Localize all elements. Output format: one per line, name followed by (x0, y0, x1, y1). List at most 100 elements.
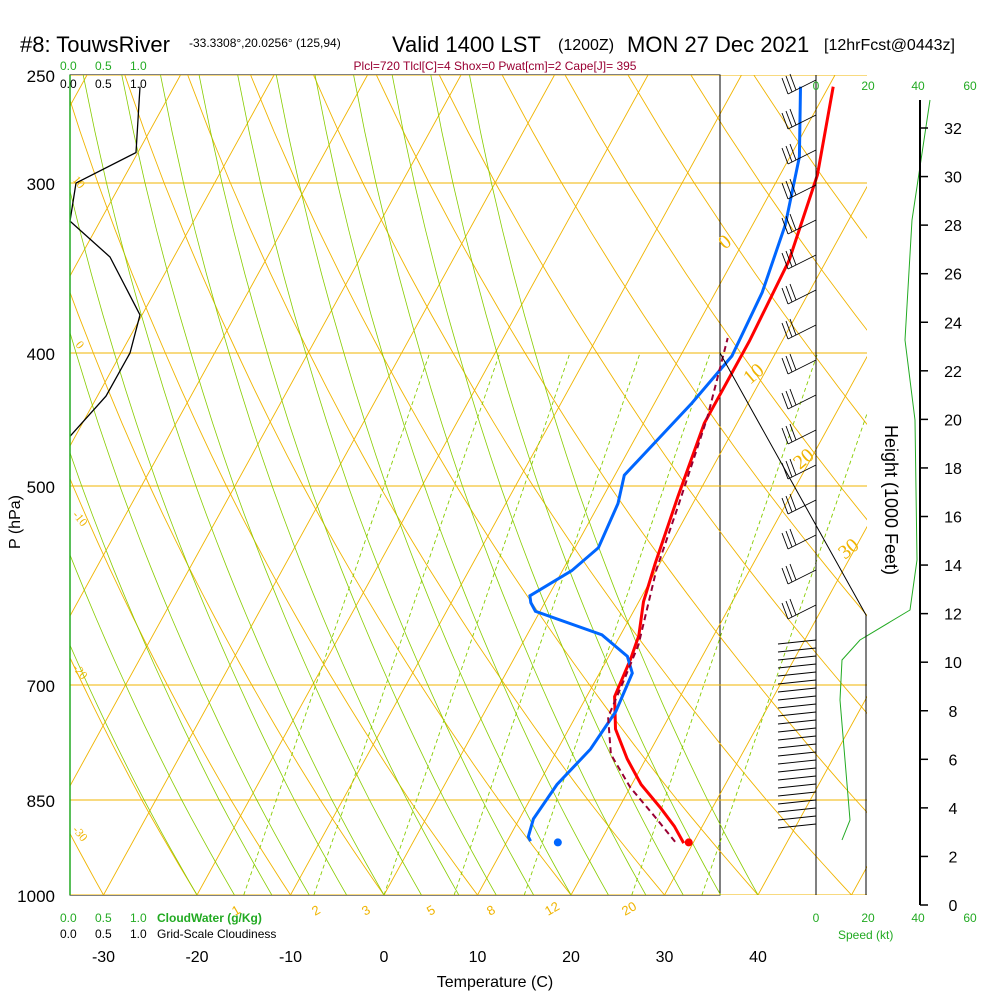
isotherm-label: 10 (739, 359, 768, 389)
dry-adiabat (564, 75, 867, 521)
mixing-ratio-line (701, 412, 867, 895)
wind-barb-feather (785, 250, 793, 268)
dry-adiabat (187, 75, 665, 895)
height-tick: 24 (944, 315, 962, 332)
cloudwater-tick-bottom: 0.0 (60, 911, 77, 925)
wind-barb-feather (785, 75, 793, 93)
pressure-tick: 500 (27, 478, 55, 497)
isotherm-label: 30 (834, 534, 863, 564)
wind-barb-feather (789, 283, 797, 301)
wind-barb-feather (789, 493, 797, 511)
wind-barb (787, 534, 817, 550)
left-isotherm-label: 10 (70, 173, 88, 191)
wind-tick-bottom: 0 (813, 911, 820, 925)
wind-barb (777, 679, 817, 685)
wind-barb-feather (781, 112, 789, 130)
chart-axes: 1 2 3 5 8 12 2001020300.00.00.50.51.01.00.00.0… (17, 59, 962, 966)
cloudiness-tick-top: 0.5 (95, 77, 112, 91)
wind-barb-feather (789, 73, 797, 91)
forecast-run: [12hrFcst@0443z] (824, 37, 955, 54)
cloudiness-tick-bottom: 0.5 (95, 927, 112, 941)
wind-barb-feather (789, 458, 797, 476)
height-tick: 6 (949, 752, 958, 769)
wind-tick-bottom: 20 (861, 911, 875, 925)
height-tick: 32 (944, 121, 962, 138)
cloudiness-tick-bottom: 0.0 (60, 927, 77, 941)
mixing-ratio-line (313, 352, 501, 895)
height-tick: 2 (949, 849, 958, 866)
wind-barb-feather (789, 423, 797, 441)
dewpoint-profile (526, 86, 802, 842)
wind-barb-feather (781, 357, 789, 375)
wind-barb (787, 464, 817, 480)
dry-adiabat (70, 291, 385, 895)
isotherm-line (70, 75, 181, 277)
sounding-params: Plcl=720 Tlcl[C]=4 Shox=0 Pwat[cm]=2 Cap… (354, 59, 637, 73)
height-tick: 16 (944, 510, 962, 527)
isotherm-line (70, 75, 275, 447)
temperature-tick: -20 (185, 949, 208, 966)
site-title: #8: TouwsRiver (20, 32, 170, 57)
isotherm-line (70, 75, 462, 787)
mixing-ratio-line (631, 352, 819, 895)
isotherm-line (290, 75, 742, 895)
dry-adiabat (70, 656, 198, 895)
moist-adiabat (391, 75, 684, 895)
wind-barb (777, 687, 817, 693)
isotherm-line (757, 695, 867, 895)
wind-barb (777, 823, 817, 829)
height-tick: 0 (949, 898, 958, 915)
wind-barb (777, 695, 817, 701)
wind-barb-feather (789, 143, 797, 161)
wind-barb (787, 79, 817, 95)
moist-adiabat (121, 75, 422, 895)
height-tick: 30 (944, 170, 962, 187)
wind-barb-feather (781, 77, 789, 95)
cloudiness-tick-top: 0.0 (60, 77, 77, 91)
height-tick: 20 (944, 412, 962, 429)
wind-barb-feather (781, 392, 789, 410)
isotherm-line (945, 75, 1000, 895)
wind-barb-feather (785, 495, 793, 513)
parcel-profile (607, 337, 729, 843)
wind-barb-feather (785, 215, 793, 233)
wind-barb-feather (789, 598, 797, 616)
mixing-ratio-label: 2 (309, 902, 323, 919)
moist-adiabat (70, 189, 347, 895)
wind-barb-feather (781, 567, 789, 585)
wind-barb (787, 149, 817, 165)
dry-adiabat (627, 75, 867, 426)
wind-barb (777, 751, 817, 757)
temperature-tick: 10 (469, 949, 487, 966)
forecast-date: MON 27 Dec 2021 (627, 32, 809, 57)
wind-barb (777, 647, 817, 653)
cloudiness-profile (69, 86, 141, 437)
wind-barb-feather (785, 460, 793, 478)
isotherm-line (70, 75, 368, 617)
pressure-tick: 400 (27, 345, 55, 364)
wind-barb-feather (781, 147, 789, 165)
wind-barb-feather (789, 353, 797, 371)
wind-barb-feather (785, 600, 793, 618)
wind-barb (777, 671, 817, 677)
pressure-tick: 1000 (17, 887, 55, 906)
wind-barb (777, 767, 817, 773)
mixing-ratio-label: 12 (542, 898, 562, 918)
wind-barb-feather (785, 355, 793, 373)
height-tick: 18 (944, 461, 962, 478)
wind-barb-feather (781, 322, 789, 340)
wind-barb-feather (781, 252, 789, 270)
wind-barb (787, 394, 817, 410)
wind-tick-top: 0 (813, 79, 820, 93)
dry-adiabat (690, 75, 867, 331)
wind-barb (777, 711, 817, 717)
wind-barb (787, 604, 817, 620)
moist-adiabat (430, 75, 721, 895)
isotherm-line (196, 75, 649, 895)
wind-barb (777, 719, 817, 725)
wind-barb-feather (789, 528, 797, 546)
y-axis-title: P (hPa) (7, 495, 24, 549)
wind-barb-feather (789, 213, 797, 231)
cloudwater-tick-bottom: 1.0 (130, 911, 147, 925)
